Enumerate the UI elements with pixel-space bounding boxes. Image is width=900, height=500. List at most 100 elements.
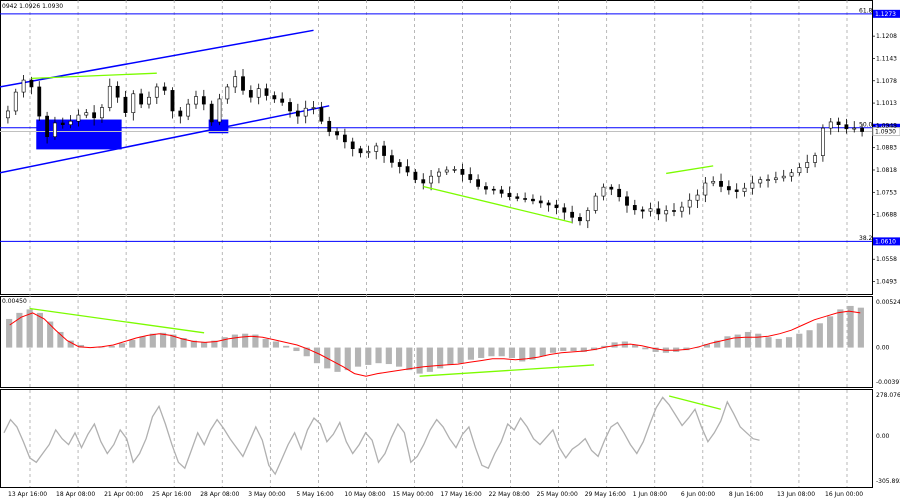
y-tick-label: 0.00 bbox=[876, 433, 890, 440]
macd-bar bbox=[467, 347, 474, 360]
macd-divergence-lines bbox=[29, 307, 595, 377]
channel-lower bbox=[0, 105, 330, 174]
candle-body bbox=[303, 107, 308, 117]
candle-body bbox=[444, 169, 449, 173]
x-tick-label: 28 Apr 08:00 bbox=[200, 491, 239, 498]
x-tick-label: 15 May 00:00 bbox=[392, 491, 433, 498]
macd-bar bbox=[180, 338, 187, 348]
candle-body bbox=[679, 206, 684, 212]
candle-body bbox=[421, 179, 426, 184]
candle-body bbox=[311, 107, 316, 109]
macd-bar bbox=[211, 340, 218, 348]
candle-body bbox=[209, 103, 214, 123]
candle-body bbox=[570, 211, 575, 218]
candle-body bbox=[327, 120, 332, 132]
macd-bar bbox=[488, 347, 495, 357]
candle-body bbox=[546, 202, 551, 206]
candle-body bbox=[186, 103, 191, 117]
y-tick-label: 1.1013 bbox=[876, 100, 897, 107]
macd-axis: 0.00524 0.00 -0.00397 0.00450 bbox=[2, 298, 900, 386]
candle-body bbox=[92, 112, 97, 119]
candle-body bbox=[319, 107, 324, 122]
macd-bar bbox=[703, 344, 711, 348]
panel-frames bbox=[0, 0, 873, 488]
candle-body bbox=[687, 199, 692, 208]
macd-bar bbox=[129, 339, 136, 348]
macd-bar bbox=[437, 347, 444, 369]
candle-body bbox=[625, 196, 629, 206]
panel-frame bbox=[0, 0, 873, 295]
oscillator-panel: 278.0761 0.00 -305.892 bbox=[3, 392, 900, 485]
candle-body bbox=[452, 169, 457, 171]
macd-bar bbox=[334, 347, 341, 372]
candle-body bbox=[342, 134, 347, 143]
candle-body bbox=[288, 102, 292, 112]
macd-bar bbox=[611, 342, 618, 348]
macd-bar bbox=[755, 333, 762, 348]
price-axis: 1.1208 1.1143 1.1078 1.1013 1.0948 1.0883 1.08… bbox=[872, 33, 897, 286]
macd-bar bbox=[549, 347, 557, 353]
candle-body bbox=[789, 172, 794, 177]
x-tick-label: 5 May 16:00 bbox=[296, 491, 334, 498]
y-tick-label: 1.0883 bbox=[876, 145, 897, 152]
channel-upper bbox=[0, 29, 314, 88]
macd-bar bbox=[683, 347, 690, 351]
macd-bar bbox=[170, 334, 177, 348]
candle-body bbox=[350, 141, 355, 150]
zone-box bbox=[36, 119, 122, 150]
divergence-line bbox=[29, 307, 205, 334]
macd-bar bbox=[139, 336, 146, 348]
y-tick-label: 278.0761 bbox=[876, 392, 900, 399]
x-tick-label: 18 Apr 08:00 bbox=[56, 491, 95, 498]
divergence-line bbox=[668, 395, 721, 410]
macd-bar bbox=[6, 318, 13, 348]
candle-body bbox=[695, 194, 700, 201]
x-tick-label: 13 Jun 08:00 bbox=[777, 491, 815, 498]
y-tick-label: -0.00397 bbox=[876, 379, 900, 386]
x-tick-label: 17 May 16:00 bbox=[441, 491, 482, 498]
macd-bar bbox=[642, 347, 649, 350]
macd-bar bbox=[293, 347, 300, 352]
macd-bar bbox=[303, 347, 310, 357]
level-value: 1.0930 bbox=[875, 129, 896, 136]
candle-body bbox=[766, 179, 770, 181]
candlesticks bbox=[6, 68, 864, 229]
macd-bar bbox=[159, 332, 167, 348]
macd-bar bbox=[77, 344, 85, 348]
candle-body bbox=[21, 79, 26, 93]
macd-panel: 0.00524 0.00 -0.00397 0.00450 bbox=[2, 298, 900, 386]
candle-body bbox=[405, 166, 410, 173]
candle-body bbox=[860, 127, 864, 132]
x-tick-label: 10 May 08:00 bbox=[344, 491, 385, 498]
y-tick-label: 1.0948 bbox=[876, 122, 897, 129]
candle-body bbox=[397, 162, 402, 167]
price-divergence-lines bbox=[31, 72, 714, 224]
macd-bar bbox=[796, 333, 803, 348]
divergence-line bbox=[423, 185, 573, 224]
level-price-tag bbox=[873, 237, 900, 246]
level-value: 1.0610 bbox=[875, 238, 896, 245]
y-tick-label: 1.1078 bbox=[876, 78, 897, 85]
x-tick-label: 22 May 08:00 bbox=[489, 491, 530, 498]
macd-bar bbox=[108, 345, 115, 348]
candle-body bbox=[437, 171, 441, 177]
candle-body bbox=[29, 79, 34, 88]
macd-bar bbox=[693, 347, 700, 349]
macd-bar bbox=[67, 340, 74, 348]
candle-body bbox=[272, 95, 277, 100]
candle-body bbox=[601, 186, 606, 197]
macd-bar bbox=[570, 347, 577, 352]
candle-body bbox=[648, 208, 653, 212]
candle-body bbox=[84, 112, 89, 116]
candle-body bbox=[805, 162, 810, 168]
support-zones bbox=[36, 119, 229, 150]
macd-bar bbox=[785, 337, 793, 348]
candle-body bbox=[562, 207, 567, 213]
macd-bar bbox=[262, 338, 269, 348]
macd-bar bbox=[36, 312, 43, 348]
candle-body bbox=[484, 186, 488, 190]
x-tick-label: 25 Apr 16:00 bbox=[152, 491, 191, 498]
candle-body bbox=[162, 86, 167, 91]
macd-bar bbox=[426, 347, 433, 372]
candle-body bbox=[76, 114, 81, 122]
